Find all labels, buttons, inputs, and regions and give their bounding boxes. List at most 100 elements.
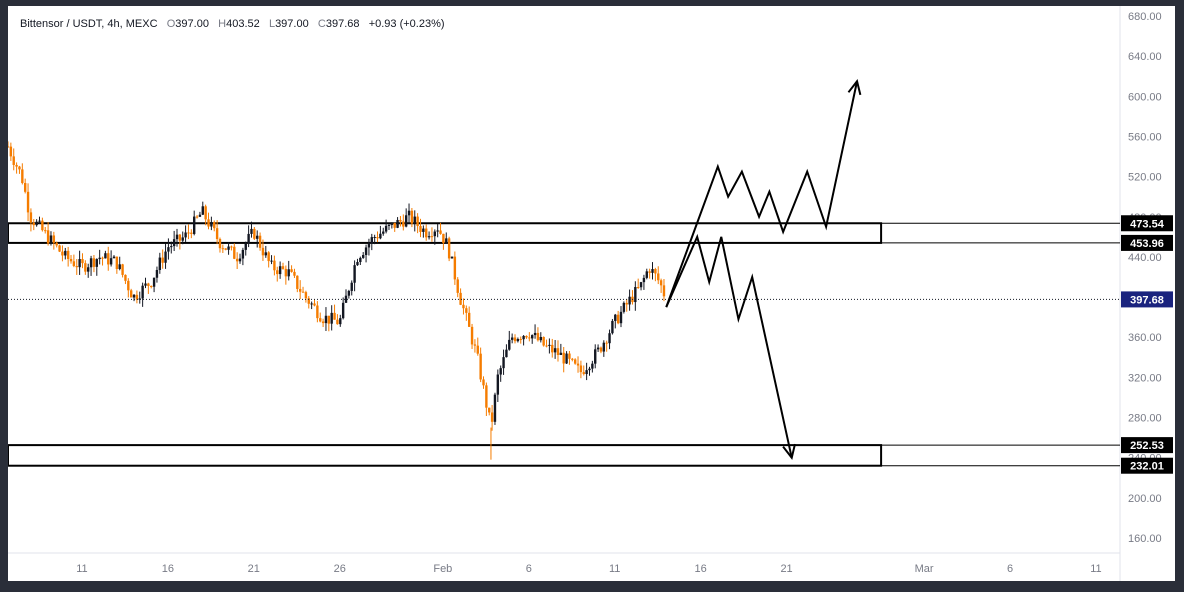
candle-body: [287, 269, 290, 277]
candle-body: [304, 292, 308, 299]
candle-body: [44, 230, 47, 232]
candle-body: [87, 267, 90, 272]
price-level-badge: [1121, 215, 1173, 232]
candle-body: [399, 219, 402, 222]
candle-body: [233, 246, 236, 259]
candle-body: [502, 357, 505, 369]
candle-body: [18, 166, 21, 170]
candle-body: [596, 347, 600, 350]
candle-body: [545, 345, 548, 347]
candle-body: [470, 326, 474, 345]
price-level-badge: [1121, 457, 1173, 474]
candle-body: [192, 216, 196, 234]
candle-body: [376, 237, 379, 239]
candle-body: [390, 222, 394, 225]
candle-body: [23, 183, 27, 192]
candle-body: [278, 266, 282, 275]
candle-body: [353, 265, 356, 283]
price-zone-rectangle[interactable]: [8, 444, 883, 467]
candle-body: [290, 269, 293, 272]
candle-body: [336, 319, 339, 325]
candle-body: [485, 385, 488, 408]
candle-body: [361, 255, 365, 258]
candle-body: [634, 287, 637, 303]
y-tick-label: 280.00: [1128, 413, 1162, 425]
candle-body: [224, 248, 227, 250]
candle-body: [450, 256, 454, 259]
candle-body: [238, 258, 242, 262]
candle-body: [605, 342, 608, 344]
y-tick-label: 560.00: [1128, 131, 1162, 143]
candle-body: [614, 314, 617, 321]
candle-body: [107, 253, 110, 265]
candle-body: [459, 292, 462, 305]
candle-body: [267, 252, 270, 262]
ohlc-open: O397.00: [166, 18, 209, 30]
candle-body: [645, 271, 648, 278]
candle-body: [433, 231, 437, 237]
candle-body: [84, 263, 87, 272]
candle-body: [66, 250, 70, 259]
candle-body: [445, 238, 448, 244]
candlestick-chart[interactable]: 680.00640.00600.00560.00520.00480.00440.…: [8, 6, 1175, 581]
chart-panel[interactable]: Bittensor / USDT, 4h, MEXC O397.00 H403.…: [8, 6, 1175, 581]
x-tick-label: Feb: [433, 563, 452, 575]
candle-body: [270, 260, 273, 262]
candle-body: [393, 222, 396, 228]
candle-body: [95, 259, 98, 267]
candle-body: [129, 290, 133, 298]
price-level-badge-label: 453.96: [1130, 238, 1164, 250]
candle-body: [467, 312, 471, 327]
candle-body: [490, 412, 494, 422]
candle-body: [453, 256, 457, 280]
candle-body: [407, 210, 411, 216]
candle-body: [356, 262, 359, 266]
candle-body: [12, 156, 15, 165]
candle-body: [419, 226, 422, 232]
candle-body: [585, 370, 588, 375]
last-price-badge: [1121, 291, 1173, 308]
projection-path-down[interactable]: [665, 233, 793, 458]
candle-body: [15, 164, 18, 167]
candle-body: [307, 298, 310, 304]
projection-path-up[interactable]: [665, 81, 859, 308]
candle-body: [187, 232, 190, 234]
candle-body: [98, 257, 101, 260]
candle-body: [150, 286, 153, 288]
ohlc-low: L397.00: [268, 18, 309, 30]
x-tick-label: 21: [248, 563, 260, 575]
candle-body: [556, 348, 560, 355]
candle-body: [602, 342, 606, 352]
candle-body: [364, 247, 368, 256]
candle-body: [21, 169, 24, 184]
candle-body: [571, 358, 574, 360]
candle-body: [344, 295, 348, 303]
candle-body: [513, 337, 517, 342]
ohlc-high: H403.52: [218, 18, 260, 30]
candle-body: [64, 250, 67, 256]
candle-body: [9, 146, 13, 157]
candle-body: [327, 315, 331, 324]
candle-body: [210, 222, 213, 227]
candle-body: [599, 347, 603, 352]
candle-body: [201, 206, 204, 215]
candle-body: [81, 259, 84, 264]
candle-body: [350, 282, 353, 291]
candle-body: [579, 365, 583, 373]
candle-body: [387, 224, 391, 226]
candle-body: [256, 235, 259, 239]
candle-body: [215, 228, 219, 240]
candle-body: [141, 285, 144, 299]
candle-body: [539, 336, 542, 341]
candle-body: [293, 271, 296, 276]
candle-body: [608, 333, 611, 344]
candle-body: [158, 257, 162, 270]
candle-body: [548, 344, 551, 346]
y-tick-label: 600.00: [1128, 91, 1162, 103]
candle-body: [235, 258, 239, 262]
x-tick-label: 16: [162, 563, 174, 575]
candle-body: [611, 320, 614, 334]
candle-body: [447, 238, 451, 259]
candle-body: [296, 275, 299, 289]
candle-body: [425, 228, 428, 238]
